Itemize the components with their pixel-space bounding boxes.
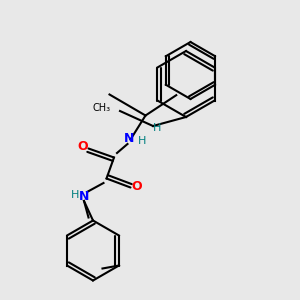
Text: H: H: [71, 190, 80, 200]
Text: O: O: [77, 140, 88, 154]
Text: N: N: [124, 131, 134, 145]
Text: O: O: [131, 179, 142, 193]
Text: N: N: [79, 190, 89, 203]
Text: H: H: [138, 136, 146, 146]
Text: CH₃: CH₃: [93, 103, 111, 113]
Text: H: H: [153, 123, 161, 133]
